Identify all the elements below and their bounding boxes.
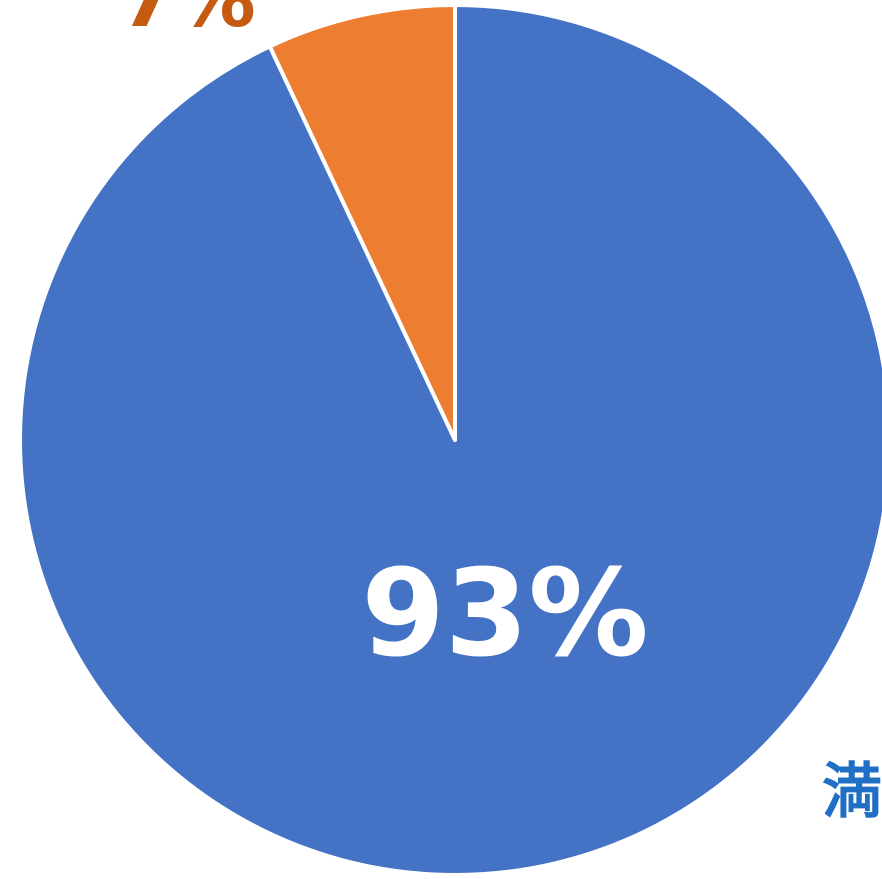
pie-slice-0 xyxy=(18,3,882,877)
category-label-0: 満 xyxy=(822,757,882,827)
data-label-0: 93% xyxy=(361,545,648,684)
pie-labels: 93% 満 7% xyxy=(120,0,882,827)
pie-slices xyxy=(18,3,882,877)
pie-slice-1 xyxy=(267,3,457,442)
data-label-1: 7% xyxy=(120,0,256,45)
